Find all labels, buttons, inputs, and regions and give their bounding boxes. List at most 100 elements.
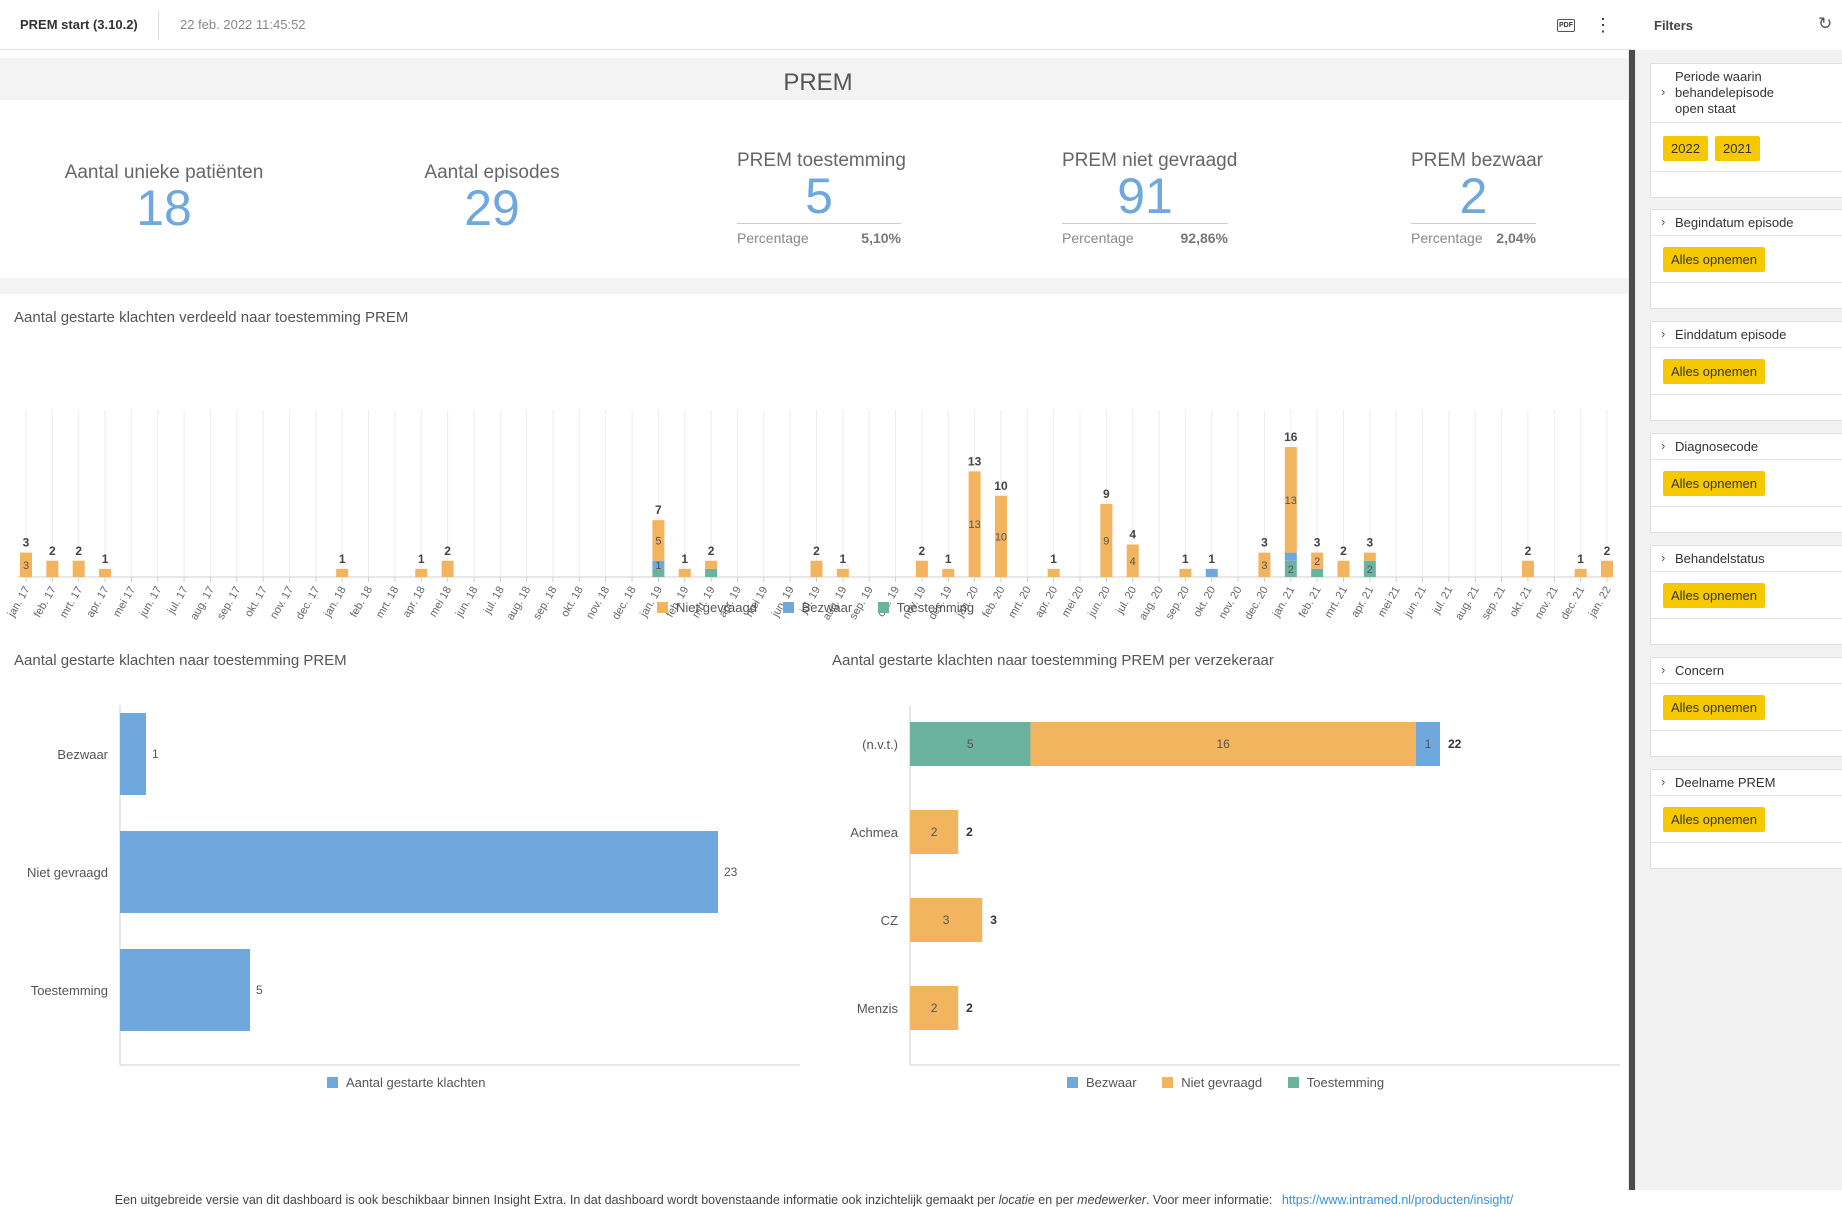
scrollbar-thumb[interactable] xyxy=(1629,50,1635,1190)
total-label: 1 xyxy=(102,552,109,566)
x-tick-label: dec. 21 xyxy=(1559,585,1587,622)
chevron-right-icon: › xyxy=(1661,550,1666,565)
legend-item[interactable]: Bezwaar xyxy=(1067,1075,1137,1090)
filter-chip[interactable]: 2022 xyxy=(1663,136,1708,161)
filter-concern[interactable]: › Concern Alles opnemen xyxy=(1650,657,1842,757)
pdf-export-icon[interactable]: PDF xyxy=(1557,19,1575,32)
legend-label: Niet gevraagd xyxy=(1181,1075,1263,1090)
dashboard: PREM Aantal unieke patiënten 18 Aantal e… xyxy=(0,50,1628,1207)
total-label: 1 xyxy=(945,552,952,566)
bar-segment xyxy=(1284,560,1297,577)
segment-label: 3 xyxy=(1261,560,1267,572)
filter-chip[interactable]: Alles opnemen xyxy=(1663,247,1765,272)
filter-header[interactable]: › Behandelstatus xyxy=(1651,546,1842,567)
bar-segment xyxy=(441,560,454,577)
segment-label: 10 xyxy=(995,531,1007,543)
total-label: 3 xyxy=(1367,536,1374,550)
x-tick-label: jun. 21 xyxy=(1402,585,1429,620)
more-vertical-icon[interactable]: ⋮ xyxy=(1594,15,1612,35)
total-label: 3 xyxy=(1261,536,1268,550)
legend-item[interactable]: Bezwaar xyxy=(782,600,853,615)
filter-einddatum[interactable]: › Einddatum episode Alles opnemen xyxy=(1650,321,1842,421)
x-tick-label: jan. 21 xyxy=(1270,585,1297,620)
bar-segment xyxy=(910,986,959,1030)
chevron-right-icon: › xyxy=(1661,662,1666,677)
legend-item[interactable]: Niet gevraagd xyxy=(657,600,757,615)
segment-label: 2 xyxy=(931,1001,938,1015)
bar-segment xyxy=(1047,568,1060,577)
refresh-icon[interactable]: ↻ xyxy=(1818,14,1833,33)
filter-periode[interactable]: › Periode waarin behandelepisode open sta… xyxy=(1650,63,1842,198)
segment-label: 16 xyxy=(1217,737,1231,751)
filter-begindatum[interactable]: › Begindatum episode Alles opnemen xyxy=(1650,209,1842,309)
filter-header[interactable]: › Periode waarin behandelepisode open sta… xyxy=(1651,64,1801,117)
filter-chip[interactable]: Alles opnemen xyxy=(1663,583,1765,608)
total-label: 7 xyxy=(655,503,662,517)
kpi-percentage: Percentage 5,10% xyxy=(737,230,901,250)
x-tick-label: nov. 20 xyxy=(1217,585,1245,622)
bar-segment xyxy=(652,568,665,577)
kpi-divider xyxy=(1062,223,1228,224)
x-tick-label: mrt. 21 xyxy=(1323,585,1351,621)
legend-item[interactable]: Toestemming xyxy=(877,600,974,615)
legend-label: Bezwaar xyxy=(801,600,853,615)
filter-diagnosecode[interactable]: › Diagnosecode Alles opnemen xyxy=(1650,433,1842,533)
footer-text: Een uitgebreide versie van dit dashboard… xyxy=(114,1193,999,1207)
legend-item[interactable]: Toestemming xyxy=(1287,1075,1385,1090)
kpi-unique-patients: Aantal unieke patiënten 18 xyxy=(64,162,264,236)
x-tick-label: mei 21 xyxy=(1376,585,1403,620)
footer-link[interactable]: https://www.intramed.nl/producten/insigh… xyxy=(1281,1193,1514,1207)
total-label: 2 xyxy=(75,544,82,558)
footer-em-medewerker: medewerker xyxy=(1077,1193,1146,1207)
x-tick-label: aug. 17 xyxy=(188,585,217,623)
category-label: (n.v.t.) xyxy=(862,737,898,752)
filter-header[interactable]: › Deelname PREM xyxy=(1651,770,1842,791)
kpi-label: Aantal unieke patiënten xyxy=(64,162,264,183)
bar-segment xyxy=(1521,560,1534,577)
filter-chip[interactable]: Alles opnemen xyxy=(1663,807,1765,832)
chevron-right-icon: › xyxy=(1661,438,1666,453)
filter-header[interactable]: › Begindatum episode xyxy=(1651,210,1842,231)
filter-label: Periode waarin behandelepisode open staa… xyxy=(1675,69,1775,116)
x-tick-label: mei 20 xyxy=(1060,585,1087,620)
total-label: 3 xyxy=(990,913,997,927)
filter-header[interactable]: › Einddatum episode xyxy=(1651,322,1842,343)
filter-behandelstatus[interactable]: › Behandelstatus Alles opnemen xyxy=(1650,545,1842,645)
filter-divider xyxy=(1651,347,1842,348)
segment-label: 1 xyxy=(655,560,661,572)
legend-item[interactable]: Niet gevraagd xyxy=(1162,1075,1262,1090)
bar-segment xyxy=(1601,560,1613,577)
segment-label: 1 xyxy=(1425,737,1432,751)
filter-divider xyxy=(1651,506,1842,507)
bar-segment xyxy=(99,568,112,577)
filter-deelname-prem[interactable]: › Deelname PREM Alles opnemen xyxy=(1650,769,1842,869)
filter-chip[interactable]: Alles opnemen xyxy=(1663,471,1765,496)
x-tick-label: nov. 17 xyxy=(268,585,296,622)
legend-label: Toestemming xyxy=(1306,1075,1385,1090)
legend-label: Niet gevraagd xyxy=(676,600,757,615)
segment-label: 3 xyxy=(943,913,950,927)
filter-chip[interactable]: Alles opnemen xyxy=(1663,359,1765,384)
bar-segment xyxy=(20,552,32,577)
total-label: 3 xyxy=(23,536,30,550)
legend-item[interactable]: Aantal gestarte klachten xyxy=(327,1075,485,1090)
filter-header[interactable]: › Concern xyxy=(1651,658,1842,679)
segment-label: 2 xyxy=(931,825,938,839)
kpi-value: 18 xyxy=(136,180,192,236)
bar-segment xyxy=(910,810,959,854)
chart-title-timeline: Aantal gestarte klachten verdeeld naar t… xyxy=(14,309,409,326)
footer-text: en per xyxy=(1034,1193,1078,1207)
bar-segment xyxy=(1284,447,1297,553)
totals-legend: Aantal gestarte klachten xyxy=(327,1075,507,1090)
filters-header: Filters ↻ xyxy=(1636,0,1842,50)
total-label: 1 xyxy=(1050,552,1057,566)
bar-segment xyxy=(810,560,823,577)
title-band: PREM xyxy=(0,58,1628,100)
filter-header[interactable]: › Diagnosecode xyxy=(1651,434,1842,455)
kpi-label: PREM toestemming xyxy=(737,150,906,171)
filter-label: Begindatum episode xyxy=(1675,215,1794,230)
filter-chip[interactable]: Alles opnemen xyxy=(1663,695,1765,720)
segment-label: 13 xyxy=(968,519,980,531)
filter-chip[interactable]: 2021 xyxy=(1715,136,1760,161)
